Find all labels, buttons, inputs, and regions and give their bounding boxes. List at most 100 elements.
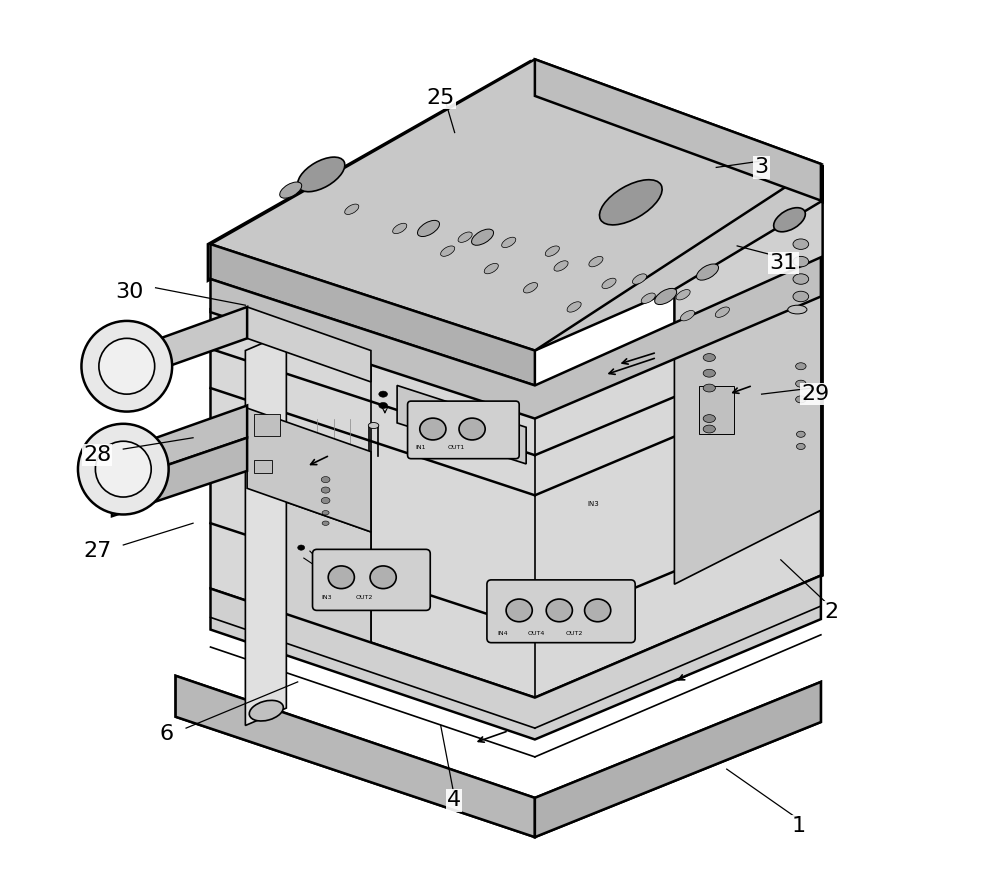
Ellipse shape	[793, 274, 809, 284]
Ellipse shape	[322, 521, 329, 525]
Ellipse shape	[676, 290, 690, 300]
Circle shape	[95, 441, 151, 497]
Ellipse shape	[632, 274, 647, 284]
Ellipse shape	[298, 157, 345, 192]
Text: 6: 6	[160, 725, 174, 744]
Ellipse shape	[554, 261, 568, 271]
Polygon shape	[112, 307, 247, 386]
Ellipse shape	[393, 223, 407, 234]
Text: IN3: IN3	[321, 595, 332, 600]
Ellipse shape	[703, 425, 715, 433]
Polygon shape	[176, 676, 821, 837]
Ellipse shape	[459, 419, 485, 439]
Ellipse shape	[506, 599, 532, 622]
Text: 28: 28	[83, 446, 111, 465]
Ellipse shape	[321, 497, 330, 504]
Text: 3: 3	[755, 158, 769, 177]
Ellipse shape	[703, 384, 715, 392]
FancyBboxPatch shape	[487, 580, 635, 643]
FancyBboxPatch shape	[313, 549, 430, 610]
Bar	[254, 460, 272, 473]
Ellipse shape	[788, 305, 807, 314]
Circle shape	[81, 321, 172, 412]
Polygon shape	[210, 59, 821, 351]
Ellipse shape	[379, 402, 388, 408]
Polygon shape	[247, 307, 371, 382]
Ellipse shape	[368, 422, 379, 429]
Polygon shape	[210, 296, 821, 698]
Polygon shape	[210, 244, 535, 385]
Polygon shape	[176, 676, 535, 837]
Ellipse shape	[697, 264, 719, 280]
Ellipse shape	[379, 391, 388, 398]
Polygon shape	[247, 408, 371, 532]
Ellipse shape	[599, 180, 662, 225]
Ellipse shape	[589, 256, 603, 267]
Ellipse shape	[370, 566, 396, 589]
Polygon shape	[535, 167, 823, 351]
Text: 30: 30	[115, 283, 144, 302]
Ellipse shape	[602, 278, 616, 289]
Ellipse shape	[321, 476, 330, 483]
Ellipse shape	[345, 204, 359, 215]
Ellipse shape	[280, 182, 302, 198]
Text: 1: 1	[792, 816, 806, 835]
Ellipse shape	[328, 566, 354, 589]
Ellipse shape	[502, 237, 516, 248]
Ellipse shape	[796, 380, 806, 387]
Ellipse shape	[703, 354, 715, 361]
Polygon shape	[674, 167, 823, 650]
Ellipse shape	[774, 208, 805, 232]
Polygon shape	[535, 682, 821, 837]
Polygon shape	[535, 59, 821, 201]
Ellipse shape	[472, 229, 494, 245]
Ellipse shape	[249, 700, 283, 721]
Ellipse shape	[703, 415, 715, 422]
Ellipse shape	[417, 221, 440, 236]
Ellipse shape	[484, 263, 498, 274]
Polygon shape	[112, 438, 247, 516]
Ellipse shape	[458, 232, 472, 242]
Bar	[699, 386, 734, 434]
Polygon shape	[112, 405, 247, 484]
Text: OUT2: OUT2	[356, 595, 373, 600]
Ellipse shape	[567, 302, 581, 312]
Ellipse shape	[523, 283, 538, 293]
Polygon shape	[210, 576, 821, 739]
Ellipse shape	[796, 363, 806, 370]
Ellipse shape	[441, 246, 455, 256]
Polygon shape	[397, 385, 526, 464]
Ellipse shape	[298, 545, 305, 550]
Ellipse shape	[322, 511, 329, 514]
Ellipse shape	[715, 307, 729, 317]
Text: IN1: IN1	[415, 445, 426, 450]
Ellipse shape	[420, 419, 446, 439]
Text: 25: 25	[427, 88, 455, 107]
Text: OUT1: OUT1	[448, 445, 465, 450]
Bar	[254, 414, 280, 436]
Text: 4: 4	[447, 791, 461, 810]
Circle shape	[78, 424, 169, 514]
Polygon shape	[247, 488, 371, 645]
Polygon shape	[245, 333, 286, 726]
Ellipse shape	[321, 487, 330, 494]
Text: OUT4: OUT4	[528, 630, 545, 636]
Polygon shape	[210, 257, 821, 419]
Text: OUT2: OUT2	[565, 630, 583, 636]
Text: IN4: IN4	[497, 630, 508, 636]
Ellipse shape	[546, 599, 572, 622]
Text: 29: 29	[802, 385, 830, 404]
Ellipse shape	[641, 293, 655, 303]
Ellipse shape	[793, 256, 809, 267]
Ellipse shape	[680, 310, 695, 321]
Polygon shape	[674, 262, 821, 584]
Ellipse shape	[796, 443, 805, 450]
Ellipse shape	[793, 291, 809, 302]
FancyBboxPatch shape	[408, 401, 519, 459]
Text: 2: 2	[824, 603, 838, 622]
Text: 27: 27	[83, 542, 111, 561]
Text: 31: 31	[769, 254, 798, 273]
Polygon shape	[208, 61, 823, 281]
Ellipse shape	[545, 246, 559, 256]
Text: IN3: IN3	[587, 501, 599, 507]
